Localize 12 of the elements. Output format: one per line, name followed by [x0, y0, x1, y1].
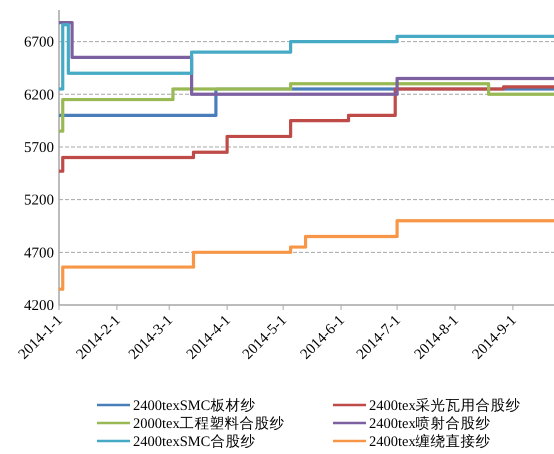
y-tick-label: 4700 — [24, 245, 54, 262]
legend-label: 2400tex喷射合股纱 — [369, 415, 491, 432]
legend-label: 2400texSMC板材纱 — [133, 397, 256, 414]
legend-label: 2400texSMC合股纱 — [133, 433, 256, 450]
legend-label: 2000tex工程塑料合股纱 — [133, 415, 285, 432]
y-tick-label: 5700 — [24, 140, 54, 156]
y-tick-label: 6200 — [24, 87, 54, 104]
y-tick-label: 5200 — [24, 192, 54, 209]
y-tick-label: 4200 — [24, 298, 54, 314]
y-tick-label: 6700 — [24, 34, 54, 51]
legend-label: 2400tex采光瓦用合股纱 — [369, 397, 521, 414]
legend-label: 2400tex缠绕直接纱 — [369, 433, 491, 450]
